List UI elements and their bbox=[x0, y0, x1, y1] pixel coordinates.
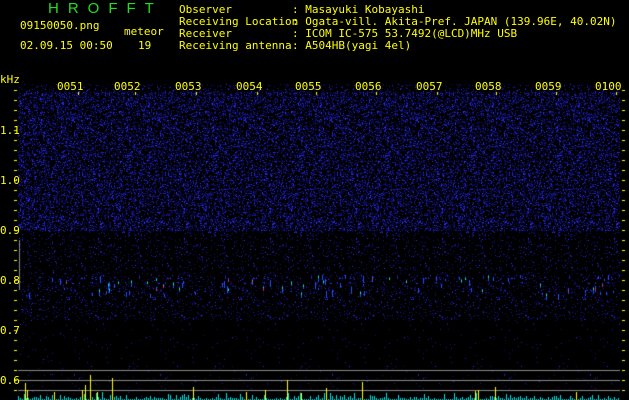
meteor-label: meteor bbox=[124, 25, 164, 38]
info-label: Receiver bbox=[179, 27, 232, 40]
app-logo: HROFFT bbox=[48, 0, 163, 17]
x-tick-label: 0052 bbox=[114, 80, 141, 93]
y-tick-label: 0.6 bbox=[0, 374, 20, 387]
info-label: Observer bbox=[179, 3, 232, 16]
x-tick-label: 0100 bbox=[595, 80, 622, 93]
x-tick-label: 0059 bbox=[535, 80, 562, 93]
y-tick-label: 0.8 bbox=[0, 274, 20, 287]
x-tick-label: 0054 bbox=[236, 80, 263, 93]
x-tick-label: 0055 bbox=[295, 80, 322, 93]
y-axis-unit: kHz bbox=[0, 73, 20, 86]
y-tick-label: 0.9 bbox=[0, 224, 20, 237]
y-tick-label: 1.1 bbox=[0, 124, 20, 137]
info-label: Receiving antenna bbox=[179, 39, 292, 52]
info-label: Receiving Location bbox=[179, 15, 299, 28]
datetime: 02.09.15 00:50 bbox=[20, 39, 113, 52]
info-value: : Masayuki Kobayashi bbox=[292, 3, 425, 16]
x-tick-label: 0051 bbox=[57, 80, 84, 93]
x-tick-label: 0057 bbox=[416, 80, 443, 93]
info-value: : Ogata-vill. Akita-Pref. JAPAN (139.96E… bbox=[292, 15, 617, 28]
x-tick-label: 0053 bbox=[175, 80, 202, 93]
filename: 09150050.png bbox=[20, 19, 100, 32]
y-tick-label: 0.7 bbox=[0, 324, 20, 337]
info-value: : A504HB(yagi 4el) bbox=[292, 39, 412, 52]
x-tick-label: 0056 bbox=[355, 80, 382, 93]
meteor-count: 19 bbox=[138, 39, 152, 52]
info-value: : ICOM IC-575 53.7492(@LCD)MHz USB bbox=[292, 27, 518, 40]
y-tick-label: 1.0 bbox=[0, 174, 20, 187]
x-tick-label: 0058 bbox=[475, 80, 502, 93]
